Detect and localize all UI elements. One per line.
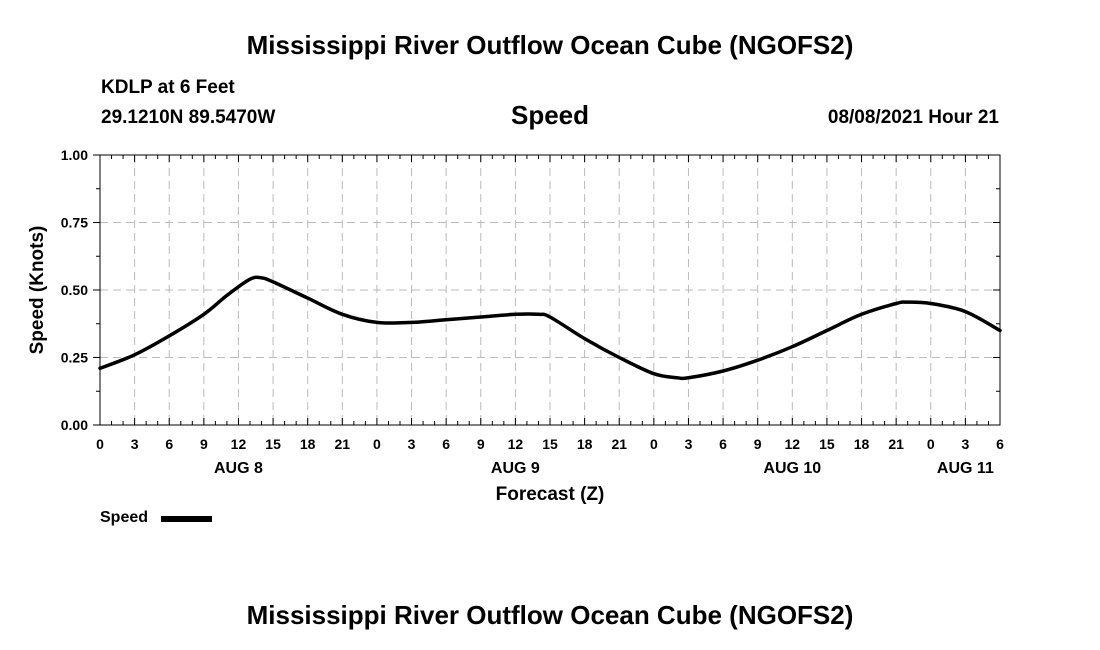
x-tick-label: 15 (265, 436, 281, 452)
x-day-label: AUG 8 (214, 460, 263, 477)
chart-title-bottom: Mississippi River Outflow Ocean Cube (NG… (246, 600, 854, 630)
x-tick-label: 12 (231, 436, 247, 452)
x-tick-label: 18 (577, 436, 593, 452)
y-tick-label: 0.50 (61, 282, 88, 298)
x-tick-label: 15 (542, 436, 558, 452)
x-tick-label: 3 (408, 436, 416, 452)
x-tick-label: 6 (442, 436, 450, 452)
forecast-datetime: 08/08/2021 Hour 21 (827, 107, 999, 128)
x-tick-label: 12 (508, 436, 524, 452)
x-tick-label: 0 (96, 436, 104, 452)
x-tick-label: 6 (165, 436, 173, 452)
y-tick-label: 0.25 (61, 350, 88, 366)
x-tick-label: 21 (888, 436, 904, 452)
y-axis-label: Speed (Knots) (27, 226, 48, 355)
x-day-label: AUG 10 (763, 460, 821, 477)
legend-label: Speed (100, 509, 149, 526)
chart-title-top: Mississippi River Outflow Ocean Cube (NG… (246, 30, 854, 60)
x-tick-label: 6 (996, 436, 1004, 452)
x-tick-label: 0 (650, 436, 658, 452)
chart-grid (100, 155, 1000, 425)
x-axis-label: Forecast (Z) (496, 484, 605, 505)
x-tick-label: 0 (927, 436, 935, 452)
x-tick-label: 9 (477, 436, 485, 452)
y-tick-label: 1.00 (61, 147, 88, 163)
legend-swatch (161, 516, 212, 522)
x-tick-label: 9 (754, 436, 762, 452)
y-tick-label: 0.75 (61, 215, 88, 231)
station-name: KDLP at 6 Feet (101, 77, 235, 98)
x-day-label: AUG 9 (491, 460, 540, 477)
station-coordinates: 29.1210N 89.5470W (101, 107, 276, 128)
x-tick-label: 0 (373, 436, 381, 452)
x-tick-label: 15 (819, 436, 835, 452)
x-tick-label: 3 (961, 436, 969, 452)
x-tick-label: 3 (685, 436, 693, 452)
x-tick-label: 21 (335, 436, 351, 452)
axis-labels: 0 3 6 9 12 15 18 21 0 3 6 9 12 15 18 21 0 3 6 9 12 15 18 21 0 3 6A… (61, 147, 1004, 477)
x-tick-label: 3 (131, 436, 139, 452)
x-tick-label: 12 (785, 436, 801, 452)
x-tick-label: 18 (300, 436, 316, 452)
y-tick-label: 0.00 (61, 417, 88, 433)
x-tick-label: 6 (719, 436, 727, 452)
variable-title: Speed (510, 100, 590, 130)
x-tick-label: 18 (854, 436, 870, 452)
x-day-label: AUG 11 (937, 460, 994, 477)
x-tick-label: 21 (611, 436, 627, 452)
speed-series-line (98, 275, 1002, 381)
x-tick-label: 9 (200, 436, 208, 452)
axis-ticks (93, 154, 1001, 426)
